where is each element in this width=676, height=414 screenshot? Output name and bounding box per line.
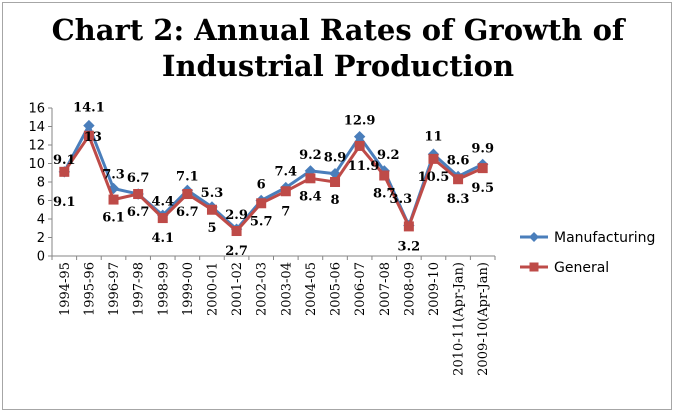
- point-general: [330, 177, 341, 187]
- data-label-general: 8: [331, 193, 340, 208]
- x-tick-label: 1999-00: [181, 262, 196, 316]
- data-labels: 9.114.17.3 6.74.47.15.32.967.49.2 8.912.99…: [53, 101, 494, 259]
- data-label-manufacturing: 9.1: [53, 153, 76, 168]
- data-label-general: 2.7: [225, 244, 248, 259]
- legend: Manufacturing General: [520, 230, 655, 276]
- x-tick-label: 1995-96: [82, 262, 97, 316]
- point-general: [157, 213, 168, 224]
- data-label-general: 4.1: [151, 231, 174, 246]
- x-tick-label: 2007-08: [378, 262, 393, 316]
- point-general: [280, 186, 291, 197]
- data-label-general: 7: [281, 204, 290, 219]
- data-label-manufacturing: 8.9: [324, 151, 347, 166]
- legend-label-general: General: [554, 260, 609, 276]
- y-tick-label: 8: [37, 176, 45, 191]
- point-general: [354, 140, 365, 151]
- data-label-manufacturing: 9.9: [471, 141, 494, 156]
- chart-frame: [2, 2, 672, 410]
- data-label-general: 13: [84, 130, 102, 145]
- x-tick-label: 2010-11(Apr-Jan): [452, 262, 467, 376]
- data-label-manufacturing: 9.2: [299, 148, 322, 163]
- point-general: [379, 170, 390, 181]
- data-label-manufacturing: 6: [257, 178, 266, 193]
- data-label-general: 5: [207, 221, 216, 236]
- y-tick-label: 12: [28, 139, 45, 154]
- chart-title: Chart 2: Annual Rates of Growth of Indus…: [0, 12, 676, 84]
- data-label-general: 9.1: [53, 195, 76, 210]
- point-general: [206, 204, 217, 215]
- data-label-general: 8.3: [447, 192, 470, 207]
- x-tick-label: 1996-97: [107, 262, 122, 316]
- data-label-general: 6.7: [176, 205, 199, 220]
- data-label-manufacturing: 3.3: [390, 192, 413, 207]
- data-label-manufacturing: 4.4: [151, 194, 174, 209]
- x-tick-label: 2001-02: [230, 262, 245, 316]
- y-tick-label: 2: [37, 231, 45, 246]
- point-manufacturing: [83, 119, 95, 132]
- data-label-manufacturing: 12.9: [344, 114, 376, 129]
- x-tick-label: 2009-10(Apr-Jan): [476, 262, 491, 376]
- x-tick-label: 1998-99: [156, 262, 171, 316]
- x-tick-label: 2004-05: [304, 262, 319, 316]
- data-label-general: 6.1: [102, 211, 125, 226]
- y-tick-label: 0: [37, 250, 45, 265]
- x-tick-label: 2002-03: [255, 262, 270, 316]
- x-tick-label: 1997-98: [132, 262, 147, 316]
- x-tick-label: 2003-04: [279, 262, 294, 316]
- x-tick-label: 2005-06: [329, 262, 344, 316]
- point-general: [453, 174, 464, 185]
- data-label-general: 9.5: [471, 181, 494, 196]
- point-general: [108, 194, 119, 205]
- y-tick-label: 14: [28, 120, 45, 135]
- data-label-general: 3.2: [398, 239, 421, 254]
- data-label-general: 5.7: [250, 214, 273, 229]
- legend-label-manufacturing: Manufacturing: [554, 230, 655, 246]
- x-tick-label: 1994-95: [58, 262, 73, 316]
- data-label-manufacturing: 9.2: [377, 148, 400, 163]
- point-general: [305, 173, 316, 184]
- legend-marker-manufacturing: [529, 232, 539, 242]
- point-general: [403, 221, 414, 232]
- data-label-manufacturing: 7.3: [102, 167, 125, 182]
- series-layer: [58, 119, 489, 237]
- point-general: [182, 189, 193, 200]
- point-general: [477, 163, 488, 174]
- data-label-manufacturing: 6.7: [127, 171, 150, 186]
- point-general: [256, 198, 267, 209]
- data-label-general: 10.5: [418, 170, 450, 185]
- data-label-general: 6.7: [127, 205, 150, 220]
- data-label-manufacturing: 7.1: [176, 169, 199, 184]
- data-label-manufacturing: 14.1: [73, 101, 105, 116]
- point-general: [231, 226, 242, 237]
- y-tick-label: 10: [28, 157, 45, 172]
- x-tick-label: 2009-10: [427, 262, 442, 316]
- data-label-manufacturing: 5.3: [201, 186, 224, 201]
- x-tick-label: 2000-01: [205, 262, 220, 316]
- y-tick-label: 4: [37, 213, 45, 228]
- data-label-manufacturing: 2.9: [225, 208, 248, 223]
- y-tick-label: 16: [28, 102, 45, 117]
- chart-title-line-2: Industrial Production: [161, 49, 515, 83]
- legend-marker-general: [529, 262, 539, 272]
- point-general: [83, 130, 94, 141]
- data-label-manufacturing: 8.6: [447, 153, 470, 168]
- x-tick-label: 2006-07: [353, 262, 368, 316]
- chart-title-line-1: Chart 2: Annual Rates of Growth of: [51, 13, 625, 47]
- y-tick-label: 6: [37, 194, 45, 209]
- axes: 0 2 4 6 8 10 12 14 16 1994-95 1995-96 1996-97 1997-9…: [28, 102, 496, 376]
- data-label-manufacturing: 11: [424, 129, 442, 144]
- point-general: [428, 153, 439, 164]
- data-label-general: 11.9: [348, 159, 380, 174]
- data-label-manufacturing: 7.4: [274, 165, 297, 180]
- data-label-general: 8.4: [299, 189, 322, 204]
- point-general: [133, 189, 144, 200]
- point-general: [59, 166, 70, 177]
- data-label-general: 8.7: [373, 187, 396, 202]
- x-tick-label: 2008-09: [402, 262, 417, 316]
